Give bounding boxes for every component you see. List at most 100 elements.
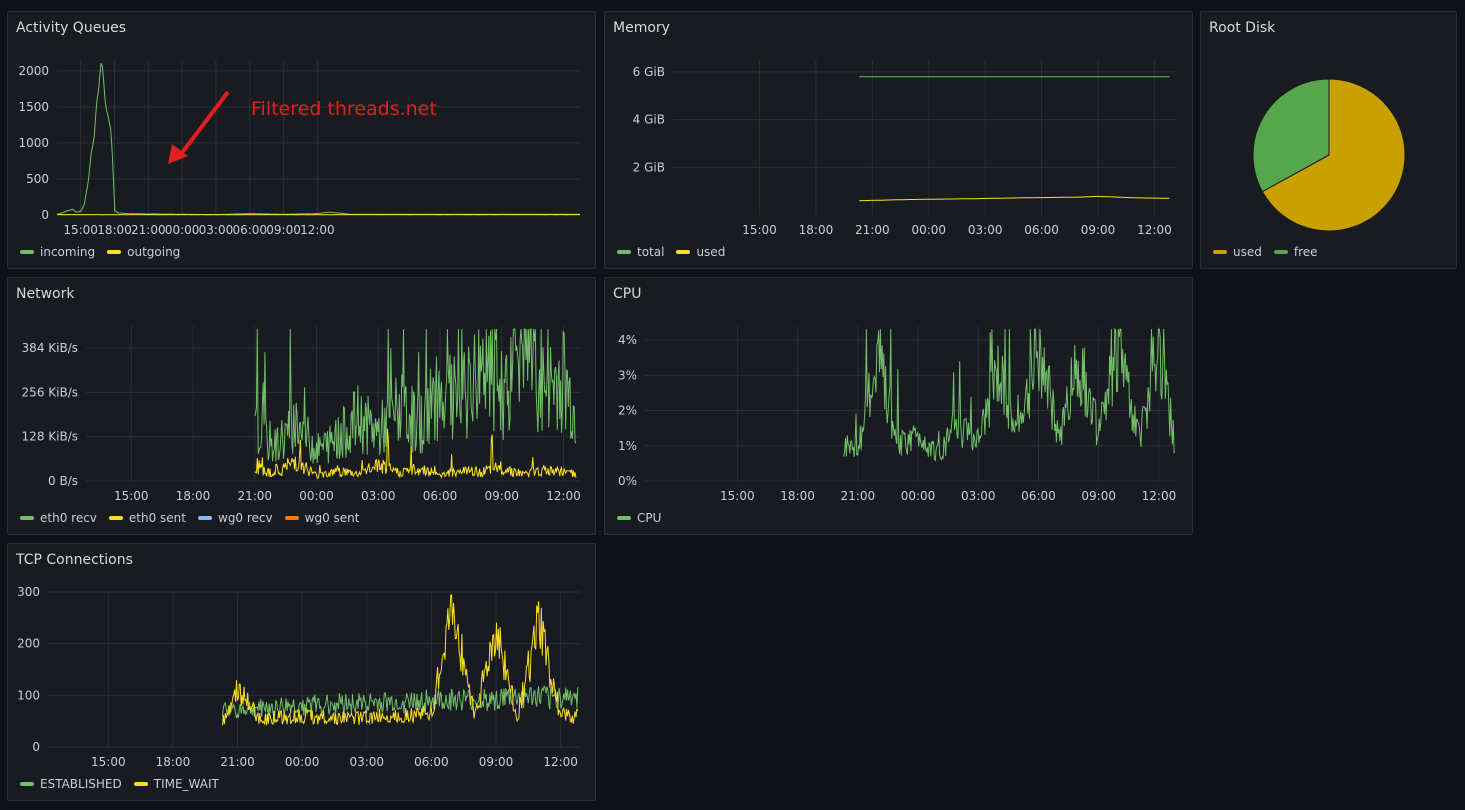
series-line-established[interactable] [222, 685, 579, 719]
legend-swatch [198, 516, 212, 520]
legend-swatch [676, 250, 691, 254]
x-tick-label: 06:00 [423, 489, 458, 503]
y-tick-label: 3% [618, 368, 637, 382]
x-tick-label: 15:00 [742, 223, 777, 237]
legend-item[interactable]: wg0 sent [284, 511, 360, 525]
legend-label: used [696, 245, 726, 259]
y-tick-label: 1500 [18, 100, 49, 114]
y-tick-label: 384 KiB/s [22, 341, 78, 355]
x-tick-label: 12:00 [543, 755, 578, 769]
legend-label: eth0 sent [128, 511, 186, 525]
legend-item[interactable]: free [1273, 245, 1318, 259]
legend-item[interactable]: TIME_WAIT [133, 777, 219, 791]
series-line-incoming[interactable] [56, 62, 580, 216]
x-tick-label: 09:00 [266, 223, 301, 237]
x-tick-label: 12:00 [1142, 489, 1177, 503]
legend-swatch [284, 516, 299, 520]
panel-network[interactable]: Network 15:00 18:00 21:00 00:00 03:00 06:00 09… [7, 277, 596, 535]
y-tick-label: 6 GiB [633, 65, 665, 79]
y-tick-label: 2% [618, 404, 637, 418]
x-tick-label: 18:00 [97, 223, 132, 237]
legend-label: eth0 recv [40, 511, 97, 525]
y-tick-label: 4% [618, 333, 637, 347]
legend-item[interactable]: eth0 sent [108, 511, 186, 525]
y-tick-label: 100 [17, 688, 40, 702]
legend-item[interactable]: CPU [617, 511, 661, 525]
legend-swatch [617, 516, 631, 520]
x-tick-label: 06:00 [1024, 223, 1059, 237]
legend: eth0 recv eth0 sent wg0 recv wg0 sent [20, 511, 359, 525]
x-tick-label: 18:00 [780, 489, 815, 503]
panel-cpu[interactable]: CPU 15:00 18:00 21:00 00:00 03:00 06:00 09:00 1… [604, 277, 1193, 535]
y-tick-label: 0 [41, 208, 49, 222]
x-tick-label: 00:00 [911, 223, 946, 237]
x-tick-label: 15:00 [63, 223, 98, 237]
x-tick-label: 03:00 [361, 489, 396, 503]
legend-label: wg0 recv [218, 511, 273, 525]
y-tick-label: 0% [618, 474, 637, 488]
x-tick-label: 18:00 [156, 755, 191, 769]
y-tick-label: 2000 [18, 64, 49, 78]
panel-tcp-connections[interactable]: TCP Connections 15:00 18:00 21:00 00:00 03:0… [7, 543, 596, 801]
x-tick-label: 21:00 [841, 489, 876, 503]
legend-swatch [617, 250, 631, 254]
series-line-used[interactable] [859, 195, 1170, 202]
pie-slice-free[interactable] [1252, 78, 1330, 193]
legend-item[interactable]: total [617, 245, 664, 259]
x-tick-label: 06:00 [232, 223, 267, 237]
legend-label: wg0 sent [304, 511, 360, 525]
legend-label: free [1293, 245, 1318, 259]
pie-slice-used[interactable] [1261, 78, 1406, 232]
annotation-text: Filtered threads.net [251, 98, 437, 120]
x-tick-label: 15:00 [114, 489, 149, 503]
x-tick-label: 18:00 [176, 489, 211, 503]
legend-swatch [1213, 250, 1227, 254]
series-line-eth0-recv[interactable] [254, 328, 577, 464]
legend-swatch [107, 250, 122, 254]
legend-swatch [20, 516, 34, 520]
x-tick-label: 00:00 [165, 223, 200, 237]
x-tick-label: 03:00 [968, 223, 1003, 237]
panel-title[interactable]: Network [16, 286, 75, 302]
x-tick-label: 12:00 [546, 489, 581, 503]
panel-activity-queues[interactable]: Activity Queues 15:00 18:00 21:00 00:00 03:0… [7, 11, 596, 269]
x-tick-label: 15:00 [91, 755, 126, 769]
legend-item[interactable]: outgoing [107, 245, 180, 259]
series-line-time_wait[interactable] [222, 594, 579, 726]
legend-item[interactable]: used [1213, 245, 1262, 259]
legend-label: ESTABLISHED [40, 777, 122, 791]
legend: incoming outgoing [20, 245, 180, 259]
panel-root-disk[interactable]: Root Disk used free [1200, 11, 1457, 269]
panel-title[interactable]: Activity Queues [16, 20, 127, 36]
panel-memory[interactable]: Memory 15:00 18:00 21:00 00:00 03:00 06:00 09:… [604, 11, 1193, 269]
annotation-arrow-head [168, 144, 188, 164]
legend-swatch [20, 250, 34, 254]
legend-item[interactable]: wg0 recv [198, 511, 273, 525]
legend-item[interactable]: used [676, 245, 725, 259]
legend-swatch [20, 782, 34, 786]
panel-title[interactable]: Memory [613, 20, 670, 36]
legend-item[interactable]: incoming [20, 245, 95, 259]
legend: used free [1213, 245, 1318, 259]
x-tick-label: 09:00 [1081, 489, 1116, 503]
chart-disk [1252, 78, 1406, 232]
legend-item[interactable]: eth0 recv [20, 511, 97, 525]
legend-label: used [1233, 245, 1262, 259]
x-tick-label: 21:00 [237, 489, 272, 503]
y-tick-label: 200 [17, 637, 40, 651]
legend-swatch [1273, 250, 1288, 254]
series-line-eth0-sent[interactable] [254, 428, 577, 479]
x-tick-label: 09:00 [479, 755, 514, 769]
legend-item[interactable]: ESTABLISHED [20, 777, 122, 791]
chart-memory: 15:00 18:00 21:00 00:00 03:00 06:00 09:00 12:00… [633, 60, 1177, 237]
chart-tcp: 15:00 18:00 21:00 00:00 03:00 06:00 09:00 12:00… [17, 585, 580, 769]
series-line-cpu[interactable] [843, 327, 1176, 462]
x-tick-label: 09:00 [1081, 223, 1116, 237]
panel-title[interactable]: CPU [613, 286, 642, 302]
panel-title[interactable]: TCP Connections [16, 552, 133, 568]
x-tick-label: 18:00 [799, 223, 834, 237]
panel-title[interactable]: Root Disk [1209, 20, 1276, 36]
y-tick-label: 128 KiB/s [22, 430, 78, 444]
legend: total used [617, 245, 725, 259]
x-tick-label: 06:00 [1021, 489, 1056, 503]
